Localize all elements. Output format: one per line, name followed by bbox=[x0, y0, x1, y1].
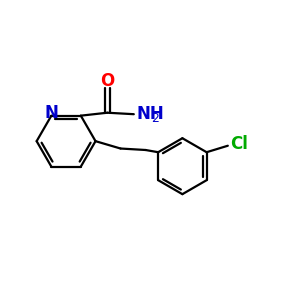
Text: N: N bbox=[44, 104, 58, 122]
Text: O: O bbox=[100, 72, 114, 90]
Text: 2: 2 bbox=[151, 112, 159, 125]
Text: NH: NH bbox=[136, 105, 164, 123]
Text: Cl: Cl bbox=[230, 135, 248, 153]
